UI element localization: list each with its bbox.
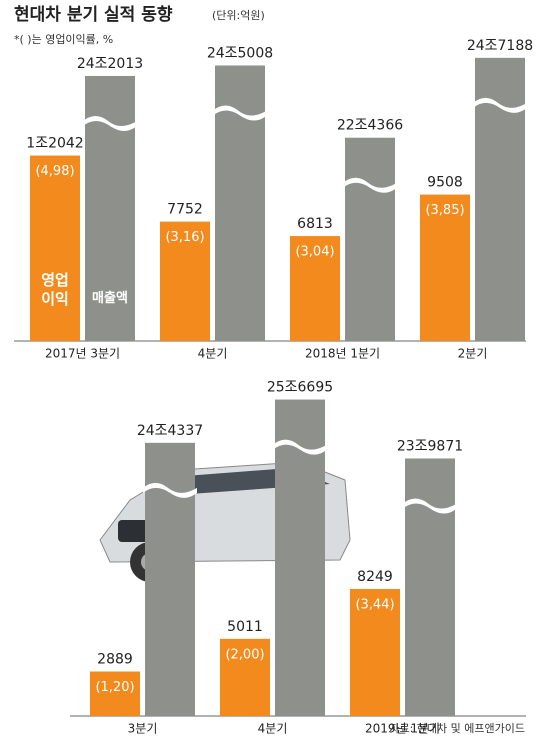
revenue-bar [145, 442, 195, 716]
profit-label: 6813 [297, 216, 333, 232]
revenue-bar [405, 458, 455, 716]
source: 자료: 현대차 및 에프앤가이드 [389, 722, 525, 735]
axis-break [143, 482, 197, 498]
profit-bar [30, 155, 80, 341]
axis-break [83, 115, 137, 131]
revenue-label: 24조4337 [137, 423, 203, 439]
margin-label: (2,00) [225, 647, 264, 662]
revenue-label: 23조9871 [397, 438, 463, 454]
axis-break [403, 498, 457, 514]
legend-entry: 영업이익 [41, 271, 69, 308]
profit-bar [90, 671, 140, 716]
revenue-label: 24조7188 [467, 38, 533, 54]
revenue-bar [345, 137, 395, 341]
profit-bar [350, 588, 400, 716]
profit-bar [220, 638, 270, 716]
profit-label: 1조2042 [26, 136, 83, 152]
profit-label: 7752 [167, 202, 203, 218]
margin-label: (3,85) [425, 203, 464, 218]
profit-bar [290, 236, 340, 341]
margin-label: (4,98) [35, 164, 74, 179]
x-tick-label: 4분기 [258, 722, 288, 736]
x-tick-label: 2019년 1분기 [365, 722, 440, 736]
x-tick-label: 2018년 1분기 [305, 347, 380, 361]
axis-break [343, 177, 397, 193]
revenue-label: 24조5008 [207, 45, 273, 61]
x-tick-label: 4분기 [198, 347, 228, 361]
axis-break [213, 105, 267, 121]
profit-bar [160, 221, 210, 341]
revenue-label: 22조4366 [337, 118, 403, 134]
x-tick-label: 2분기 [458, 347, 488, 361]
subtitle: (단위:억원) [212, 9, 265, 22]
x-tick-label: 3분기 [128, 722, 158, 736]
margin-label: (1,20) [95, 680, 134, 695]
margin-label: (3,04) [295, 245, 334, 260]
revenue-label: 24조2013 [77, 56, 143, 72]
profit-bar [420, 194, 470, 341]
profit-label: 8249 [357, 569, 393, 585]
margin-label: (3,44) [355, 597, 394, 612]
profit-label: 2889 [97, 652, 133, 668]
legend-entry: 매출액 [92, 291, 128, 306]
axis-break [273, 439, 327, 455]
margin-label: (3,16) [165, 230, 204, 245]
x-tick-label: 2017년 3분기 [45, 347, 120, 361]
chart-title: 현대차 분기 실적 동향 [14, 4, 173, 25]
profit-label: 9508 [427, 175, 463, 191]
revenue-label: 25조6695 [267, 380, 333, 396]
note: *( )는 영업이익률, % [14, 33, 113, 46]
axis-break [473, 97, 527, 113]
profit-label: 5011 [227, 619, 263, 635]
revenue-bar [215, 65, 265, 342]
